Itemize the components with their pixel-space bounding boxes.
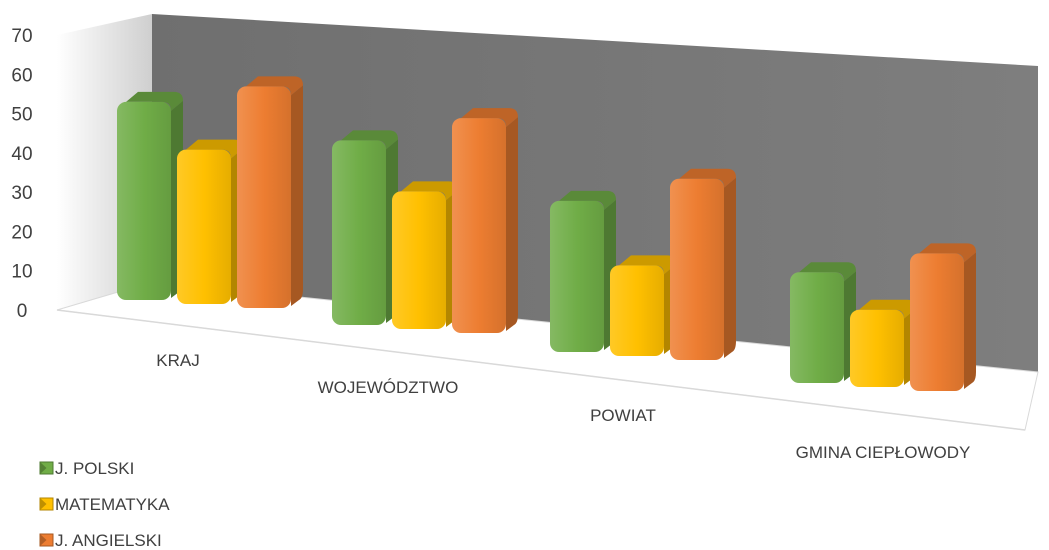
legend-label: J. POLSKI — [55, 459, 134, 478]
bar-group — [117, 91, 183, 300]
y-tick-label: 10 — [11, 262, 32, 283]
bar-side — [506, 117, 518, 332]
bar-side — [964, 252, 976, 389]
y-tick-label: 40 — [11, 144, 32, 165]
bar-top — [246, 76, 303, 96]
bar-group — [790, 262, 856, 383]
y-tick-label: 50 — [11, 105, 32, 126]
bar — [332, 140, 386, 325]
bar-group — [550, 190, 616, 352]
y-tick-label: 0 — [17, 301, 28, 322]
bar-top — [559, 190, 616, 210]
y-tick-label: 70 — [11, 26, 32, 47]
legend-item: MATEMATYKA — [39, 495, 170, 514]
bar-top — [126, 91, 183, 111]
y-tick-label: 60 — [11, 65, 32, 86]
bar-top — [341, 130, 398, 150]
bar — [117, 101, 171, 300]
bar-group — [237, 76, 303, 308]
legend-swatch-shade — [40, 534, 47, 546]
bar-group — [850, 299, 916, 387]
legend: J. POLSKI MATEMATYKA J. ANGIELSKI — [39, 459, 170, 550]
legend-label: J. ANGIELSKI — [55, 531, 162, 550]
category-label: KRAJ — [156, 351, 199, 370]
bar-top — [401, 181, 458, 201]
bar — [790, 272, 844, 383]
bar-group — [452, 108, 518, 334]
bar — [610, 265, 664, 356]
bar-top — [799, 262, 856, 282]
legend-label: MATEMATYKA — [55, 495, 170, 514]
bar — [550, 200, 604, 352]
bar-group — [177, 139, 243, 304]
legend-item: J. ANGIELSKI — [39, 531, 162, 550]
legend-item: J. POLSKI — [39, 459, 134, 478]
legend-swatch-shade — [40, 462, 47, 474]
bar-group — [670, 168, 736, 360]
bar — [177, 149, 231, 304]
bar-top — [919, 243, 976, 263]
y-axis-ticks: 0 10 20 30 40 50 60 70 — [11, 26, 32, 322]
bar-top — [461, 108, 518, 128]
bar — [237, 86, 291, 308]
bar-group — [610, 255, 676, 356]
y-tick-label: 30 — [11, 183, 32, 204]
bar-top — [859, 299, 916, 319]
bar-side — [291, 85, 303, 306]
bar — [670, 178, 724, 360]
category-label: GMINA CIEPŁOWODY — [796, 443, 971, 462]
category-label: POWIAT — [590, 406, 656, 425]
bar-top — [679, 168, 736, 188]
bar — [910, 253, 964, 391]
bar-top — [186, 139, 243, 159]
bar-group — [392, 181, 458, 329]
category-label: WOJEWÓDZTWO — [318, 378, 459, 397]
bar — [452, 118, 506, 334]
bar-group — [910, 243, 976, 391]
y-tick-label: 20 — [11, 222, 32, 243]
bar-side — [724, 177, 736, 358]
floor-front-edge — [56, 309, 1026, 431]
bar-group — [332, 130, 398, 325]
legend-swatch-shade — [40, 498, 47, 510]
bar — [392, 191, 446, 329]
bar-top — [619, 255, 676, 275]
bar — [850, 309, 904, 387]
bars-group — [117, 76, 976, 391]
category-labels: KRAJ WOJEWÓDZTWO POWIAT GMINA CIEPŁOWODY — [156, 351, 970, 462]
